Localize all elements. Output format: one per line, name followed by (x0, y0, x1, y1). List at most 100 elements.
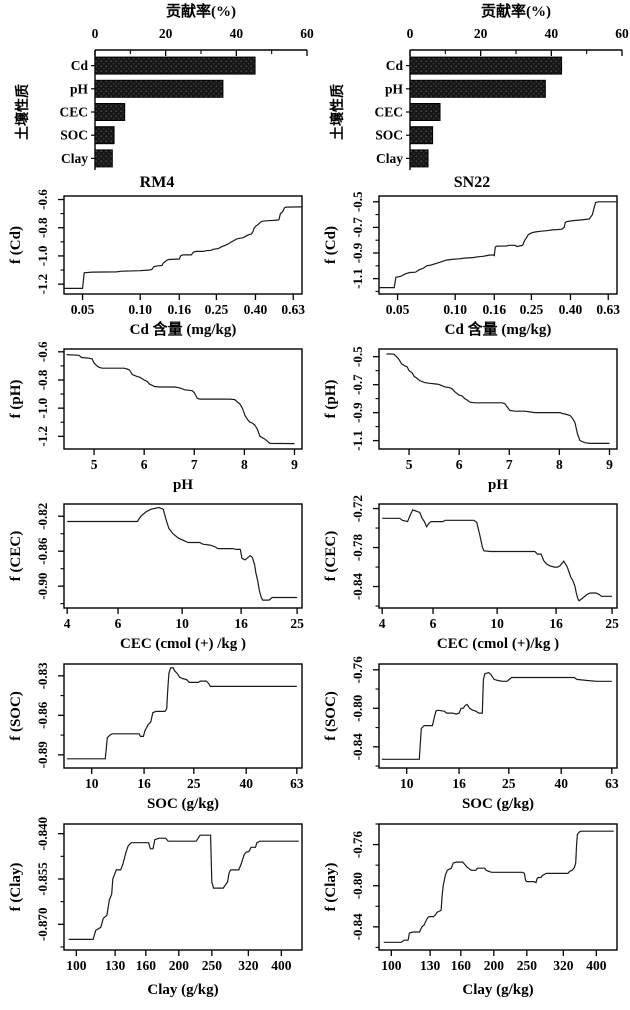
plot-box (378, 663, 618, 769)
x-tick-label: 0.16 (167, 302, 191, 317)
x-tick-label: 320 (238, 958, 259, 973)
x-axis-title: Cd 含量 (mg/kg) (130, 320, 237, 338)
y-tick-label: -0.5 (350, 191, 365, 212)
x-tick-label: 0 (407, 26, 414, 41)
x-tick-label: 60 (615, 26, 629, 41)
x-tick-label: 25 (502, 776, 516, 791)
x-tick-label: 40 (545, 26, 559, 41)
plot-box (378, 195, 618, 295)
x-tick-label: 100 (66, 958, 87, 973)
x-tick-label: 250 (517, 958, 538, 973)
y-tick-label: -0.9 (350, 242, 365, 263)
x-axis-title: CEC (cmol (+)/kg ) (437, 636, 559, 652)
x-tick-label: 20 (159, 26, 173, 41)
y-tick-label: -0.86 (35, 701, 50, 729)
y-tick-label: -1.0 (35, 246, 50, 267)
x-tick-label: 6 (115, 616, 122, 631)
step-curve (386, 353, 610, 445)
bar-soc (409, 126, 434, 145)
x-tick-label: 40 (239, 776, 253, 791)
x-tick-label: 25 (187, 776, 201, 791)
y-tick-label: -0.76 (350, 831, 365, 859)
y-tick-label: -0.870 (35, 908, 50, 942)
panel-fsoc-sn22: -0.84 -0.80 -0.76 10 16 25 40 63 SOC (g/kg) f (SO… (315, 655, 630, 815)
chart-ph-sn22: -1.1 -0.9 -0.7 -0.5 5 6 7 8 9 pH f (pH) (323, 346, 618, 493)
x-tick-label: 63 (290, 776, 304, 791)
category-label: SOC (375, 128, 403, 143)
y-tick-label: -1.1 (350, 430, 365, 451)
x-tick-label: 0.40 (559, 302, 583, 317)
step-curve (66, 354, 295, 445)
x-tick-label: 160 (451, 958, 472, 973)
x-axis-title: pH (488, 477, 508, 493)
y-tick-label: -0.72 (350, 495, 365, 522)
y-axis-title: 土壤性质 (329, 84, 346, 140)
x-tick-label: 0.25 (520, 302, 544, 317)
y-axis-title: f (pH) (8, 380, 24, 419)
y-tick-label: -1.0 (35, 398, 50, 419)
category-label: CEC (59, 105, 88, 120)
bar-cd (94, 56, 256, 75)
x-tick-label: 7 (191, 457, 198, 472)
chart-clay-rm4: -0.870 -0.855 -0.840 100 130 160 200 250 320 400 C… (8, 817, 303, 998)
panel-fclay-sn22: -0.84 -0.80 -0.76 100 130 160 200 250 320 400 Clay… (315, 815, 630, 1010)
category-label: pH (385, 81, 404, 96)
y-tick-label: -0.84 (350, 913, 365, 941)
y-tick-label: -0.6 (35, 189, 50, 210)
x-tick-label: 16 (234, 616, 248, 631)
y-tick-label: -0.8 (35, 217, 50, 238)
bar-cec (409, 103, 441, 121)
x-tick-label: 8 (241, 457, 248, 472)
x-axis-title: Clay (g/kg) (147, 982, 218, 998)
x-tick-label: 25 (605, 616, 619, 631)
plot-box (378, 823, 618, 951)
y-tick-label: -0.76 (350, 656, 365, 684)
panel-bar-contribution-rm4: 贡献率(%) 0 20 40 60 Cd pH CEC SOC Clay 土壤性质 (0, 0, 315, 170)
step-curve (67, 506, 298, 601)
y-tick-label: -0.840 (35, 817, 50, 851)
panel-bar-contribution-sn22: 贡献率(%) 0 20 40 60 Cd pH CEC SOC Clay 土壤性质 (315, 0, 630, 170)
category-label: SOC (60, 128, 88, 143)
step-curve (68, 834, 299, 941)
x-tick-label: 5 (91, 457, 98, 472)
x-tick-label: 10 (175, 616, 189, 631)
x-tick-label: 16 (137, 776, 151, 791)
step-curve (381, 672, 612, 760)
x-tick-label: 0 (92, 26, 99, 41)
category-label: Clay (376, 151, 403, 166)
x-tick-label: 400 (271, 958, 292, 973)
x-tick-label: 63 (605, 776, 619, 791)
chart-soc-rm4: -0.89 -0.86 -0.83 10 16 25 40 63 SOC (g/kg) f (SO… (8, 662, 304, 812)
x-tick-label: 25 (290, 616, 304, 631)
x-tick-label: 9 (291, 457, 298, 472)
y-axis-title: f (SOC) (323, 691, 339, 741)
y-tick-label: -1.2 (35, 274, 50, 295)
y-tick-label: -0.9 (350, 402, 365, 423)
x-tick-label: 6 (430, 616, 437, 631)
plot-box (378, 348, 618, 450)
x-tick-label: 160 (136, 958, 157, 973)
y-tick-label: -0.855 (35, 862, 50, 896)
step-curve (379, 201, 617, 289)
plot-box (63, 823, 303, 951)
plot-box (63, 348, 303, 450)
step-curve (383, 830, 614, 943)
x-tick-label: 0.05 (386, 302, 410, 317)
x-tick-label: 40 (554, 776, 568, 791)
x-axis-title: SOC (g/kg) (462, 796, 534, 812)
x-tick-label: 20 (474, 26, 488, 41)
x-tick-label: 9 (606, 457, 613, 472)
x-tick-label: 60 (300, 26, 314, 41)
x-tick-label: 0.10 (128, 302, 152, 317)
panel-title: SN22 (454, 174, 490, 191)
y-tick-label: -0.89 (35, 741, 50, 769)
x-tick-label: 0.16 (482, 302, 506, 317)
bar-cd (409, 56, 563, 75)
plot-box (63, 503, 303, 609)
x-tick-label: 200 (169, 958, 190, 973)
y-tick-label: -0.6 (35, 341, 50, 362)
y-tick-label: -0.7 (350, 217, 365, 238)
y-tick-label: -0.84 (350, 573, 365, 601)
x-tick-label: 5 (406, 457, 413, 472)
y-axis-title: f (pH) (323, 380, 339, 419)
